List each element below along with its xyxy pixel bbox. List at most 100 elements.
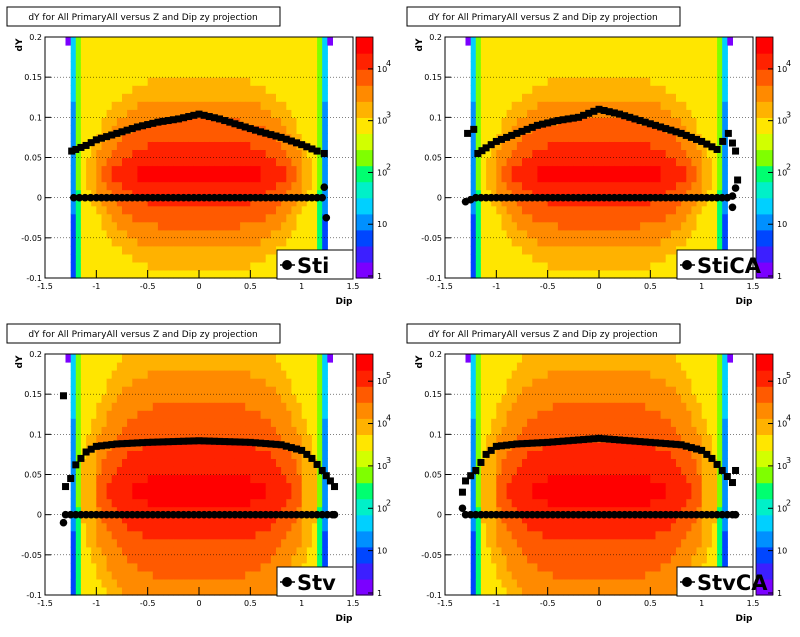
data-point	[470, 126, 477, 133]
x-tick-label: 1.5	[347, 599, 360, 608]
data-point	[318, 194, 326, 202]
x-tick-label: -0.5	[140, 599, 156, 608]
chart-panel-3: dY for All PrimaryAll versus Z and Dip z…	[7, 324, 391, 624]
data-point	[714, 461, 721, 468]
colorbar-segment	[356, 182, 373, 199]
colorbar-tick-exponent: 3	[786, 111, 791, 120]
colorbar-segment	[356, 354, 373, 371]
colorbar-segment	[756, 402, 773, 419]
data-point	[732, 148, 739, 155]
x-tick-label: 0.5	[244, 282, 257, 291]
heatmap-cells	[66, 354, 334, 596]
colorbar-tick-exponent: 3	[786, 456, 791, 465]
colorbar-segment	[356, 246, 373, 263]
data-point	[464, 130, 471, 137]
data-point	[734, 176, 741, 183]
colorbar-segment	[756, 531, 773, 548]
data-point	[77, 455, 84, 462]
colorbar-segment	[756, 547, 773, 564]
colorbar-segment	[756, 166, 773, 183]
colorbar-segment	[356, 547, 373, 564]
chart-title: dY for All PrimaryAll versus Z and Dip z…	[28, 330, 257, 340]
colorbar-tick-exponent: 4	[786, 414, 791, 423]
data-point	[320, 183, 328, 191]
data-point	[732, 184, 740, 192]
colorbar-segment	[356, 483, 373, 500]
colorbar-segment	[756, 354, 773, 371]
colorbar-segment	[756, 467, 773, 484]
colorbar-segment	[356, 515, 373, 532]
data-point	[314, 461, 321, 468]
x-axis-label: Dip	[336, 614, 354, 624]
x-tick-label: -0.5	[540, 282, 556, 291]
colorbar-segment	[356, 198, 373, 215]
data-point	[331, 511, 339, 519]
y-axis-label: dY	[415, 38, 425, 51]
colorbar-tick-label: 10	[777, 220, 787, 229]
colorbar-tick-exponent: 5	[386, 371, 391, 380]
colorbar-segment	[756, 499, 773, 516]
chart-panel-4: dY for All PrimaryAll versus Z and Dip z…	[407, 324, 791, 624]
colorbar-segment	[756, 69, 773, 86]
colorbar-segment	[356, 69, 373, 86]
legend: Stv	[277, 567, 353, 596]
colorbar-segment	[356, 386, 373, 403]
colorbar-tick-exponent: 3	[386, 111, 391, 120]
y-axis-label: dY	[15, 355, 25, 368]
y-tick-label: -0.05	[421, 234, 442, 243]
colorbar-segment	[356, 230, 373, 247]
chart-panel-1: dY for All PrimaryAll versus Z and Dip z…	[7, 7, 391, 307]
x-tick-label: 1.5	[347, 282, 360, 291]
legend: Sti	[277, 250, 353, 279]
colorbar-segment	[756, 214, 773, 231]
y-tick-label: 0.15	[424, 390, 442, 399]
colorbar-segment	[756, 515, 773, 532]
chart-title: dY for All PrimaryAll versus Z and Dip z…	[428, 13, 657, 23]
colorbar-segment	[356, 467, 373, 484]
data-point	[60, 392, 67, 399]
x-tick-label: -0.5	[540, 599, 556, 608]
colorbar-tick-exponent: 4	[386, 59, 391, 68]
y-axis-label: dY	[15, 38, 25, 51]
colorbar-segment	[756, 133, 773, 150]
colorbar-segment	[756, 386, 773, 403]
legend: StvCA	[677, 567, 768, 596]
data-point	[72, 461, 79, 468]
heatmap-cells	[466, 354, 734, 596]
x-tick-label: 0	[196, 282, 201, 291]
colorbar-segment	[356, 166, 373, 183]
y-tick-label: 0.1	[29, 113, 42, 122]
y-tick-label: 0.15	[24, 73, 42, 82]
data-point	[477, 459, 484, 466]
y-tick-label: 0.2	[429, 33, 442, 42]
data-point	[62, 483, 69, 490]
chart-title: dY for All PrimaryAll versus Z and Dip z…	[428, 330, 657, 340]
colorbar-tick-exponent: 4	[386, 414, 391, 423]
heatmap-cells	[66, 37, 334, 279]
x-tick-label: -1.5	[437, 599, 453, 608]
y-tick-label: 0.1	[429, 430, 442, 439]
y-tick-label: 0.1	[29, 430, 42, 439]
chart-panel-2: dY for All PrimaryAll versus Z and Dip z…	[407, 7, 791, 307]
colorbar-segment	[756, 483, 773, 500]
data-point	[472, 467, 479, 474]
colorbar-segment	[356, 150, 373, 167]
legend-label: Sti	[297, 254, 329, 278]
data-point	[719, 138, 726, 145]
x-tick-label: -1	[92, 599, 100, 608]
colorbar-segment	[756, 198, 773, 215]
colorbar-segment	[356, 563, 373, 580]
legend-label: Stv	[297, 571, 336, 595]
colorbar-tick-label: 1	[777, 272, 782, 281]
data-point	[708, 455, 715, 462]
x-tick-label: 1.5	[747, 282, 760, 291]
data-point	[732, 511, 740, 519]
y-tick-label: -0.05	[421, 551, 442, 560]
chart-title: dY for All PrimaryAll versus Z and Dip z…	[28, 13, 257, 23]
data-point	[714, 146, 721, 153]
colorbar-segment	[756, 230, 773, 247]
